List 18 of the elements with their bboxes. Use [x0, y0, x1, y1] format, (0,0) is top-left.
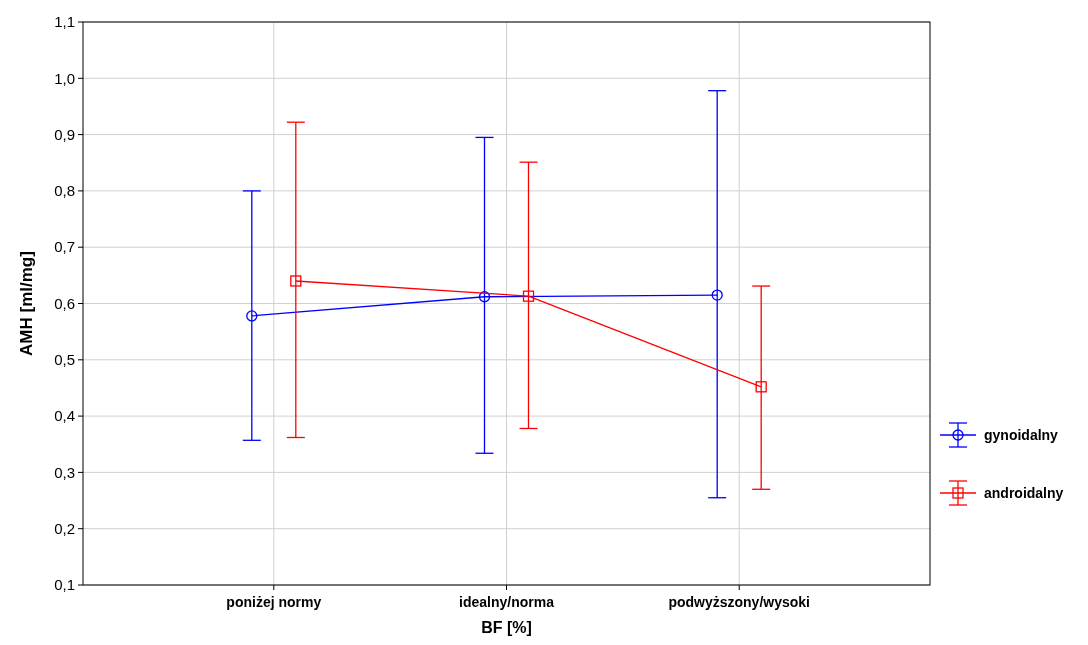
- y-tick-label: 0,4: [54, 407, 75, 425]
- y-tick-label: 1,1: [54, 13, 75, 31]
- y-tick-label: 0,2: [54, 519, 75, 537]
- y-tick-label: 0,6: [54, 294, 75, 312]
- y-tick-label: 0,3: [54, 463, 75, 481]
- y-tick-label: 0,5: [54, 351, 75, 369]
- x-tick-label: poniżej normy: [226, 594, 322, 610]
- y-tick-label: 0,9: [54, 125, 75, 143]
- y-tick-label: 0,8: [54, 182, 75, 200]
- legend-label: gynoidalny: [984, 426, 1059, 443]
- x-tick-label: podwyższony/wysoki: [668, 594, 810, 610]
- y-tick-label: 0,7: [54, 238, 75, 256]
- x-tick-label: idealny/norma: [459, 594, 555, 610]
- y-tick-label: 0,1: [54, 576, 75, 594]
- y-tick-label: 1,0: [54, 69, 75, 87]
- x-axis-title: BF [%]: [481, 619, 532, 636]
- legend-label: androidalny: [984, 484, 1064, 501]
- y-axis-title: AMH [ml/mg]: [17, 251, 36, 356]
